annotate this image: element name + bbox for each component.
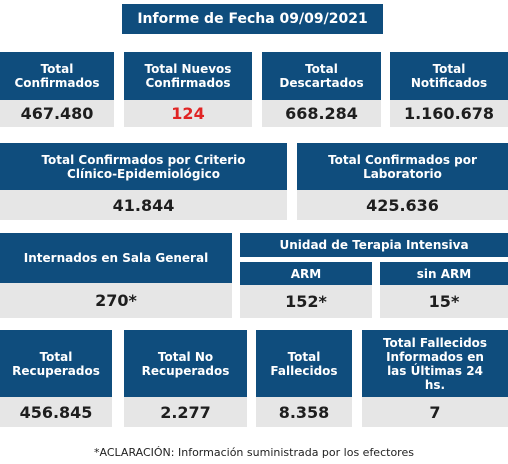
card-value: 668.284 — [262, 100, 381, 127]
card-value: 7 — [362, 397, 508, 427]
card-label: sin ARM — [380, 262, 508, 285]
card-label: Total Notificados — [390, 52, 508, 100]
card-value: 425.636 — [297, 190, 508, 220]
report-title: Informe de Fecha 09/09/2021 — [122, 4, 383, 34]
card-value: 270* — [0, 283, 232, 318]
card-label: Total Fallecidos Informados en las Últim… — [362, 330, 508, 397]
card-value: 456.845 — [0, 397, 112, 427]
card-label: Total Fallecidos — [256, 330, 352, 397]
card-label: Total Confirmados — [0, 52, 114, 100]
card-value: 41.844 — [0, 190, 287, 220]
card-label: Internados en Sala General — [0, 233, 232, 283]
card-value: 124 — [124, 100, 252, 127]
card-label: Total Descartados — [262, 52, 381, 100]
card-label: ARM — [240, 262, 372, 285]
card-value: 1.160.678 — [390, 100, 508, 127]
card-value: 152* — [240, 285, 372, 318]
card-label: Total Nuevos Confirmados — [124, 52, 252, 100]
card-value: 2.277 — [124, 397, 247, 427]
card-value: 467.480 — [0, 100, 114, 127]
card-label: Total Confirmados por Laboratorio — [297, 143, 508, 190]
card-label: Total No Recuperados — [124, 330, 247, 397]
card-label: Total Confirmados por Criterio Clínico-E… — [0, 143, 287, 190]
uti-title: Unidad de Terapia Intensiva — [240, 233, 508, 257]
card-value: 15* — [380, 285, 508, 318]
card-label: Total Recuperados — [0, 330, 112, 397]
card-value: 8.358 — [256, 397, 352, 427]
footnote: *ACLARACIÓN: Información suministrada po… — [94, 446, 414, 459]
